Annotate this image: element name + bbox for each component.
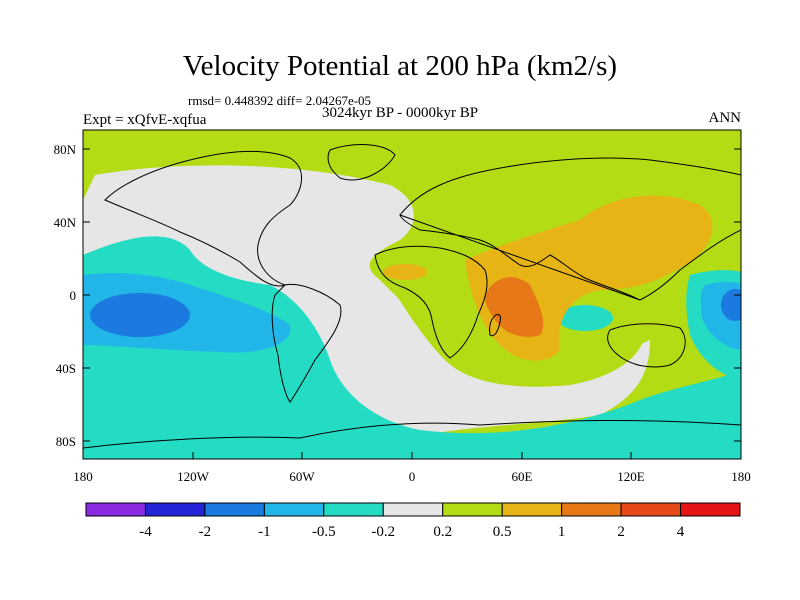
lon-label-120e: 120E [617,469,645,484]
lon-axis: 180 120W 60W 0 60E 120E 180 [73,452,751,484]
colorbar: -4 -2 -1 -0.5 -0.2 0.2 0.5 1 2 4 [85,502,741,540]
colorbar-swatch [204,502,265,517]
coast-north-america [104,150,303,287]
coastlines [83,144,741,449]
map-title: Velocity Potential at 200 hPa (km2/s) [182,50,618,82]
contour-field [83,130,741,459]
stats-line: rmsd= 0.448392 diff= 2.04267e-05 [188,93,372,108]
colorbar-label: 4 [677,524,685,540]
colorbar-swatch [561,502,622,517]
colorbar-swatch [85,502,146,517]
colorbar-swatch [382,502,444,517]
colorbar-swatch [680,502,741,517]
colorbar-label: -0.2 [371,524,395,540]
field-neg-high [90,293,190,337]
field-neg-high-east [721,289,741,321]
coast-africa [374,245,488,359]
lon-label-120w: 120W [177,469,210,484]
lon-label-180w: 180 [73,469,93,484]
field-neg-low [83,236,741,459]
colorbar-label: 0.5 [493,524,512,540]
lat-label-40n: 40N [54,215,77,230]
colorbar-swatch [144,502,206,517]
field-pos-high [484,277,544,337]
lat-label-0: 0 [70,288,77,303]
lat-label-40s: 40S [56,361,76,376]
season-label: ANN [708,110,742,126]
colorbar-label: 0.2 [433,524,452,540]
colorbar-label: 2 [617,524,625,540]
colorbar-label: -1 [258,524,271,540]
lon-label-180e: 180 [731,469,751,484]
lon-label-60e: 60E [512,469,533,484]
coast-australia [607,323,686,368]
lat-axis: 80N 40N 0 40S 80S [54,142,741,449]
coast-madagascar [489,314,501,337]
colorbar-label: 1 [558,524,566,540]
field-neg-low-island [557,305,613,331]
colorbar-swatch [442,502,503,517]
lon-label-0: 0 [409,469,416,484]
experiment-label: Expt = xQfvE-xqfua [83,112,207,128]
colorbar-label: -2 [199,524,212,540]
coast-greenland [327,144,396,181]
field-pos-low-africa [380,266,645,387]
colorbar-swatch [323,502,384,517]
lat-label-80n: 80N [54,142,77,157]
coast-antarctica [83,419,741,449]
colorbar-label: -4 [139,524,152,540]
lat-label-80s: 80S [56,434,76,449]
coast-europe-asia [399,157,741,301]
colorbar-swatch [620,502,682,517]
lon-label-60w: 60W [289,469,315,484]
coast-south-america [271,283,342,403]
colorbar-swatch [501,502,563,517]
colorbar-swatch [263,502,325,517]
period-label: 3024kyr BP - 0000kyr BP [322,105,479,121]
field-pos-mid-west [383,264,427,280]
colorbar-label: -0.5 [312,524,336,540]
